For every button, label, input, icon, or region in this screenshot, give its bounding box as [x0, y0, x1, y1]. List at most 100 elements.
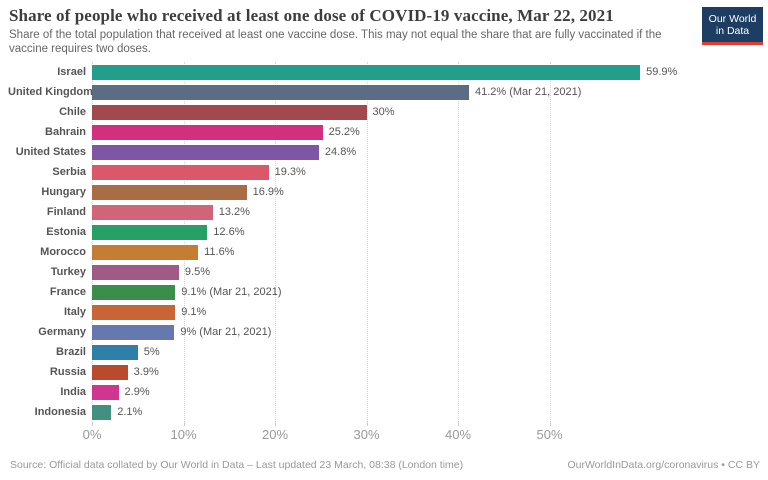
table-row: Turkey 9.5%	[8, 262, 760, 282]
value-label: 3.9%	[133, 366, 159, 378]
country-label: Russia	[49, 366, 86, 378]
bar-chart: Israel 59.9% United Kingdom 41.2% (Mar 2…	[8, 62, 760, 422]
tick-label-40: 40%	[444, 427, 472, 442]
bar-brazil[interactable]	[92, 344, 138, 360]
bar-india[interactable]	[92, 384, 119, 400]
country-label: Morocco	[40, 246, 86, 258]
value-label: 59.9%	[646, 66, 678, 78]
table-row: United States 24.8%	[8, 142, 760, 162]
country-label: Hungary	[41, 186, 86, 198]
value-label: 41.2% (Mar 21, 2021)	[474, 86, 582, 98]
table-row: Israel 59.9%	[8, 62, 760, 82]
value-label: 25.2%	[328, 126, 360, 138]
chart-subtitle: Share of the total population that recei…	[9, 29, 662, 55]
value-label: 9.1%	[181, 306, 207, 318]
table-row: United Kingdom 41.2% (Mar 21, 2021)	[8, 82, 760, 102]
value-label: 9.1% (Mar 21, 2021)	[181, 286, 282, 298]
table-row: Chile 30%	[8, 102, 760, 122]
chart-title: Share of people who received at least on…	[9, 6, 614, 25]
gridline-20	[275, 62, 276, 422]
bar-rows: Israel 59.9% United Kingdom 41.2% (Mar 2…	[8, 62, 760, 422]
table-row: Bahrain 25.2%	[8, 122, 760, 142]
value-label: 11.6%	[204, 246, 235, 258]
owid-coronavirus-link[interactable]: OurWorldInData.org/coronavirus • CC BY	[567, 459, 760, 471]
tick-label-0: 0%	[82, 427, 102, 442]
country-label: Chile	[59, 106, 86, 118]
table-row: Italy 9.1%	[8, 302, 760, 322]
table-row: Finland 13.2%	[8, 202, 760, 222]
country-label: Serbia	[52, 166, 86, 178]
value-label: 19.3%	[274, 166, 306, 178]
tick-mark-0	[92, 422, 93, 426]
value-label: 24.8%	[324, 146, 357, 158]
tick-label-10: 10%	[170, 427, 197, 442]
source-note: Source: Official data collated by Our Wo…	[10, 459, 464, 471]
table-row: Hungary 16.9%	[8, 182, 760, 202]
value-label: 30%	[372, 106, 395, 118]
value-label: 13.2%	[218, 206, 250, 218]
country-label: Germany	[38, 326, 86, 338]
country-label: Italy	[63, 306, 86, 318]
bar-france[interactable]	[92, 284, 176, 300]
value-label: 2.9%	[124, 386, 150, 398]
bar-germany[interactable]	[92, 324, 175, 340]
country-label: Israel	[57, 66, 86, 78]
gridline-50	[549, 62, 551, 422]
value-label: 12.6%	[213, 226, 245, 238]
bar-united-kingdom[interactable]	[92, 84, 469, 100]
bar-hungary[interactable]	[92, 184, 247, 200]
tick-label-50: 50%	[536, 427, 563, 442]
owid-logo-line2: in Data	[715, 24, 750, 37]
tick-mark-50	[549, 422, 551, 426]
gridline-10	[183, 62, 185, 422]
country-label: Finland	[46, 206, 86, 218]
tick-label-20: 20%	[261, 427, 289, 442]
bar-indonesia[interactable]	[92, 404, 112, 420]
bar-united-states[interactable]	[92, 144, 319, 160]
country-label: Indonesia	[34, 406, 86, 418]
value-label: 9% (Mar 21, 2021)	[180, 326, 272, 338]
table-row: Estonia 12.6%	[8, 222, 760, 242]
gridline-40	[458, 62, 459, 422]
value-label: 16.9%	[252, 186, 284, 198]
country-label: Turkey	[50, 266, 86, 278]
value-label: 2.1%	[117, 406, 143, 418]
country-label: Brazil	[56, 346, 86, 358]
table-row: Serbia 19.3%	[8, 162, 760, 182]
bar-serbia[interactable]	[92, 164, 269, 180]
tick-mark-40	[458, 422, 459, 426]
table-row: France 9.1% (Mar 21, 2021)	[8, 282, 760, 302]
value-label: 9.5%	[184, 266, 210, 278]
table-row: Indonesia 2.1%	[8, 402, 760, 422]
owid-logo-line1: Our World	[708, 12, 757, 25]
table-row: Russia 3.9%	[8, 362, 760, 382]
owid-logo[interactable]: Our World in Data	[702, 7, 763, 45]
bar-bahrain[interactable]	[92, 124, 323, 140]
gridline-0	[92, 62, 93, 422]
gridlines	[92, 62, 760, 422]
country-label: Estonia	[46, 226, 86, 238]
bar-israel[interactable]	[92, 64, 641, 80]
x-axis: 0% 10% 20% 30% 40% 50%	[8, 422, 760, 444]
country-label: United States	[15, 146, 86, 158]
tick-mark-20	[275, 422, 276, 426]
table-row: Germany 9% (Mar 21, 2021)	[8, 322, 760, 342]
country-label: United Kingdom	[8, 86, 93, 98]
country-label: India	[60, 386, 86, 398]
bar-morocco[interactable]	[92, 244, 199, 260]
table-row: Morocco 11.6%	[8, 242, 760, 262]
bar-turkey[interactable]	[92, 264, 179, 280]
bar-russia[interactable]	[92, 364, 128, 380]
table-row: Brazil 5%	[8, 342, 760, 362]
value-label: 5%	[143, 346, 160, 358]
bar-chile[interactable]	[92, 104, 367, 120]
country-label: Bahrain	[45, 126, 86, 138]
bar-estonia[interactable]	[92, 224, 208, 240]
gridline-30	[366, 62, 368, 422]
country-label: France	[49, 286, 86, 298]
bar-finland[interactable]	[92, 204, 213, 220]
chart-footer: Source: Official data collated by Our Wo…	[10, 459, 760, 471]
bar-italy[interactable]	[92, 304, 176, 320]
tick-label-30: 30%	[353, 427, 380, 442]
